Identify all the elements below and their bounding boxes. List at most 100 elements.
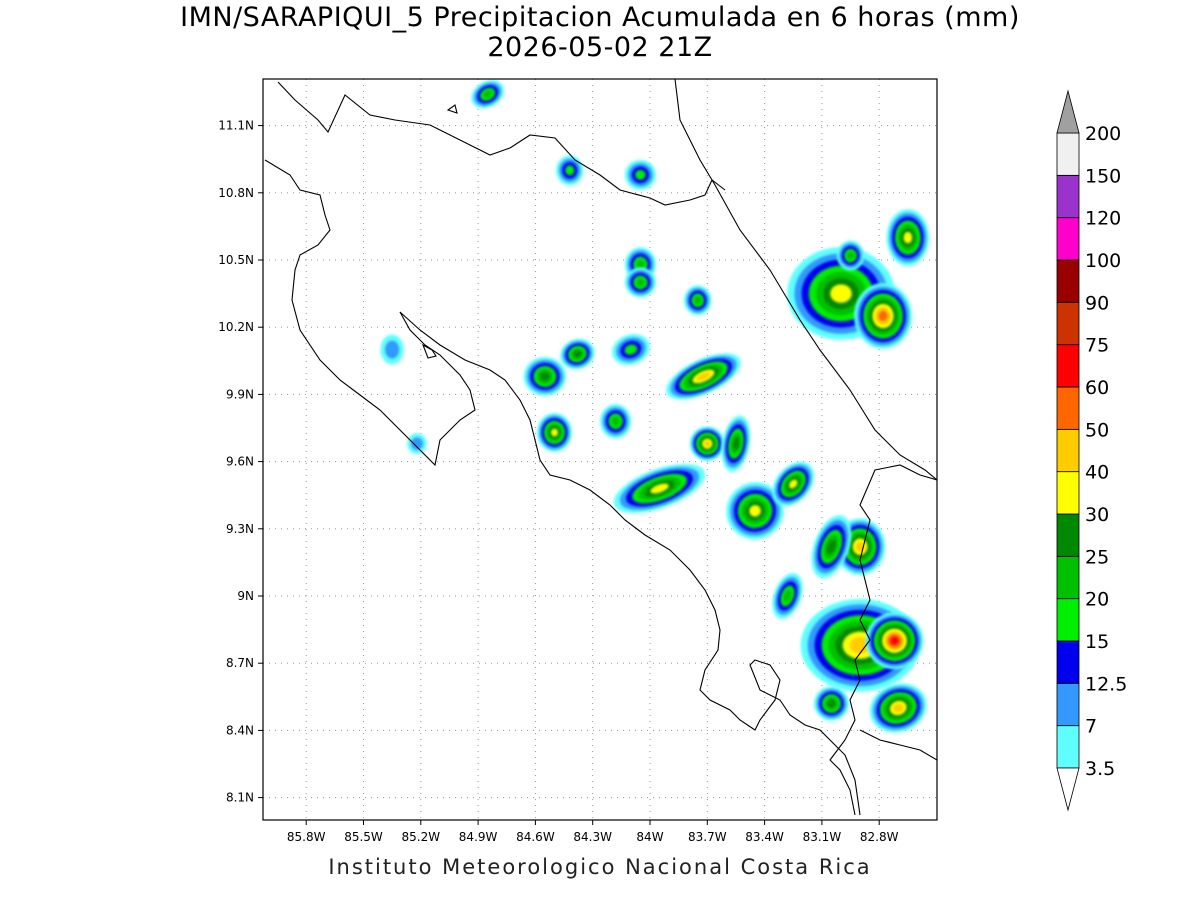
lat-tick-label: 10.2N	[218, 320, 254, 334]
colorbar-swatch	[1056, 301, 1080, 346]
rain-cell	[624, 159, 656, 190]
colorbar-swatch	[1056, 555, 1080, 600]
colorbar-label: 75	[1085, 335, 1109, 357]
map-gridlines	[263, 79, 937, 820]
rain-contour	[385, 340, 400, 359]
rain-cell	[407, 433, 427, 455]
precipitation-field	[380, 80, 930, 733]
rain-contour	[636, 259, 645, 270]
colorbar-label: 60	[1085, 377, 1109, 399]
latitude-tick-labels: 11.1N 10.8N 10.5N 10.2N 9.9N 9.6N 9.3N 9N 8.7N 8.…	[218, 119, 263, 805]
lon-tick-label: 83.1W	[803, 830, 842, 844]
colorbar-label: 50	[1085, 419, 1109, 441]
rain-cell	[865, 612, 924, 670]
colorbar-swatch	[1056, 428, 1080, 473]
lat-tick-label: 8.7N	[226, 656, 254, 670]
lon-tick-label: 84.6W	[516, 830, 555, 844]
rain-contour	[551, 428, 558, 437]
colorbar-swatch	[1056, 386, 1080, 430]
rain-cell	[854, 283, 912, 349]
rain-cell	[556, 155, 584, 186]
colorbar: 3.5 7 12.5 15 20 25 30 40 50 60 75 90 100 120 150 200	[1056, 89, 1127, 812]
colorbar-swatch	[1056, 217, 1080, 261]
rain-contour	[783, 589, 792, 603]
rain-cell	[869, 683, 927, 733]
colorbar-label: 25	[1085, 546, 1109, 568]
rain-contour	[573, 350, 582, 358]
rain-cell	[666, 353, 741, 400]
rain-contour	[893, 703, 904, 713]
colorbar-label: 200	[1085, 123, 1121, 145]
colorbar-label: 20	[1085, 589, 1109, 611]
rain-cell	[836, 240, 865, 271]
rain-cell	[772, 461, 815, 507]
rain-cell	[471, 80, 505, 109]
rain-contour	[694, 296, 702, 305]
rain-contour	[890, 636, 899, 645]
lat-tick-label: 9.9N	[226, 387, 254, 401]
rain-cell	[772, 573, 803, 619]
map-title: IMN/SARAPIQUI_5 Precipitacion Acumulada …	[180, 2, 1020, 33]
coastline-borders	[264, 79, 937, 816]
colorbar-label: 150	[1085, 165, 1121, 187]
rain-contour	[826, 539, 837, 554]
lon-tick-label: 83.7W	[688, 830, 727, 844]
lat-tick-label: 9.3N	[226, 522, 254, 536]
rain-contour	[704, 440, 711, 447]
rain-contour	[849, 637, 871, 654]
lat-tick-label: 9N	[237, 589, 254, 603]
lon-tick-label: 85.5W	[344, 830, 383, 844]
rain-cell	[726, 482, 784, 540]
rain-contour	[846, 251, 855, 260]
lon-tick-label: 82.8W	[860, 830, 899, 844]
rain-contour	[789, 479, 798, 489]
rain-cell	[813, 686, 849, 721]
colorbar-label: 120	[1085, 208, 1121, 230]
colorbar-swatch	[1056, 725, 1080, 769]
rain-cell	[560, 338, 595, 370]
colorbar-bottom-arrow	[1056, 767, 1080, 812]
colorbar-top-arrow	[1056, 89, 1080, 134]
colorbar-label: 3.5	[1085, 758, 1115, 780]
rain-cell	[380, 334, 404, 365]
rain-contour	[635, 169, 646, 180]
colorbar-swatch	[1056, 598, 1080, 642]
colorbar-swatch	[1056, 513, 1080, 557]
lat-tick-label: 9.6N	[226, 455, 254, 469]
rain-contour	[540, 371, 550, 381]
rain-contour	[878, 310, 888, 322]
lat-tick-label: 10.5N	[218, 253, 254, 267]
map-frame	[262, 78, 938, 821]
lon-tick-label: 84W	[636, 830, 663, 844]
colorbar-swatch	[1056, 682, 1080, 727]
lon-tick-label: 85.8W	[287, 830, 326, 844]
lat-tick-label: 8.1N	[226, 791, 254, 805]
colorbar-label: 30	[1085, 504, 1109, 526]
rain-cell	[523, 357, 567, 396]
rain-contour	[483, 90, 493, 99]
rain-contour	[903, 231, 913, 244]
colorbar-label: 7	[1085, 716, 1097, 738]
lon-tick-label: 84.9W	[459, 830, 498, 844]
colorbar-swatch	[1056, 132, 1080, 176]
colorbar-label: 15	[1085, 631, 1109, 653]
rain-contour	[624, 344, 638, 355]
rain-contour	[636, 278, 645, 287]
lon-tick-label: 85.2W	[402, 830, 441, 844]
colorbar-label: 12.5	[1085, 673, 1127, 695]
colorbar-swatch	[1056, 640, 1080, 684]
rain-cell	[886, 209, 930, 266]
map-valid-time: 2026-05-02 21Z	[487, 32, 713, 63]
rain-contour	[732, 437, 740, 451]
credit-footer: Instituto Meteorologico Nacional Costa R…	[328, 855, 872, 879]
rain-cell	[600, 404, 632, 439]
rain-cell	[537, 413, 572, 452]
rain-contour	[565, 165, 575, 176]
lat-tick-label: 10.8N	[218, 186, 254, 200]
lat-tick-label: 11.1N	[218, 119, 254, 133]
rain-cell	[613, 463, 706, 514]
rain-cell	[721, 415, 751, 472]
colorbar-swatch	[1056, 259, 1080, 303]
rain-contour	[611, 416, 620, 426]
